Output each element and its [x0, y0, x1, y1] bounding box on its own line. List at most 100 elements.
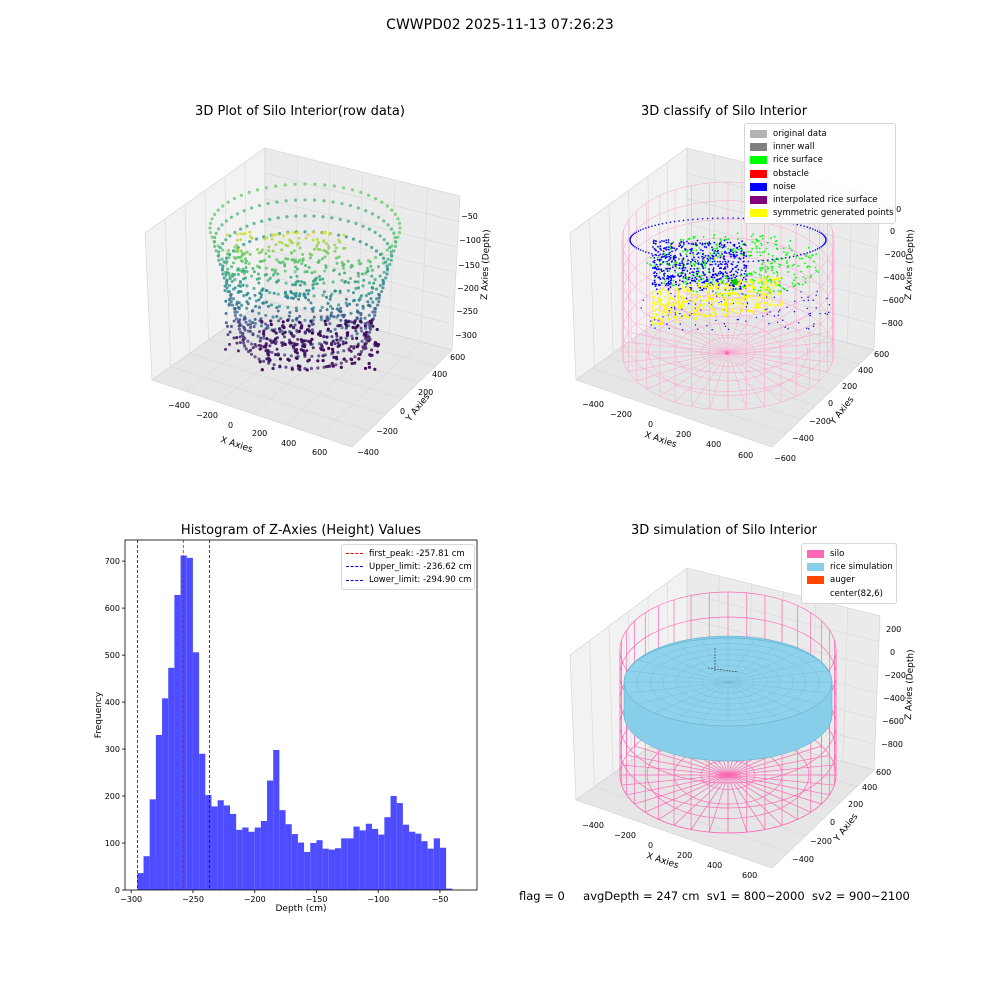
point — [338, 289, 342, 293]
point — [716, 250, 719, 253]
point — [702, 235, 705, 238]
point — [248, 252, 252, 256]
point — [748, 272, 751, 275]
p2-z-tick: −800 — [881, 319, 903, 328]
point — [293, 283, 297, 287]
legend-item: inner wall — [750, 140, 890, 153]
point — [767, 253, 770, 256]
point — [772, 286, 775, 289]
point — [779, 285, 782, 288]
point — [221, 248, 225, 252]
legend-swatch — [750, 196, 767, 205]
point — [393, 212, 397, 217]
grid-line — [686, 593, 880, 642]
point — [384, 276, 388, 280]
point — [376, 215, 381, 219]
p4-z-tick: 200 — [886, 625, 901, 634]
point — [293, 260, 297, 264]
point — [385, 248, 389, 252]
p4-x-tick: 0 — [648, 841, 653, 850]
point — [724, 274, 727, 277]
point — [311, 238, 315, 242]
point — [277, 304, 282, 308]
point — [692, 251, 694, 254]
point — [681, 260, 684, 263]
point — [738, 257, 741, 260]
p1-y-tick: −200 — [376, 427, 398, 436]
histogram-bar — [199, 753, 206, 890]
point — [741, 293, 743, 295]
point — [759, 269, 762, 272]
point — [731, 249, 734, 252]
point — [762, 285, 765, 289]
point — [726, 263, 729, 266]
point — [345, 331, 349, 336]
point — [672, 264, 675, 266]
point — [355, 310, 359, 314]
point — [743, 254, 745, 257]
point — [309, 301, 313, 305]
point — [773, 235, 776, 238]
point — [319, 315, 323, 319]
point — [722, 272, 725, 275]
point — [768, 275, 771, 279]
point — [691, 258, 694, 261]
point — [243, 328, 247, 332]
point — [232, 336, 236, 340]
point — [213, 244, 217, 248]
point — [393, 244, 397, 248]
point — [761, 296, 764, 300]
point — [751, 311, 755, 314]
point — [226, 252, 230, 256]
point — [731, 277, 733, 280]
point — [344, 341, 348, 345]
point — [813, 323, 815, 325]
point — [657, 250, 660, 253]
point — [257, 298, 261, 302]
point — [751, 283, 754, 286]
point — [258, 260, 262, 264]
point — [665, 248, 667, 251]
point — [703, 245, 706, 248]
point — [288, 338, 292, 342]
point — [380, 289, 384, 294]
p2-z-tick: −400 — [883, 273, 905, 282]
point — [269, 303, 274, 307]
point — [805, 255, 807, 258]
point — [666, 274, 669, 277]
point — [716, 286, 719, 289]
point — [230, 303, 235, 307]
point — [355, 316, 359, 320]
point — [343, 271, 347, 275]
point — [221, 272, 225, 276]
point — [702, 267, 705, 270]
point — [688, 237, 691, 240]
point — [367, 330, 372, 334]
point — [727, 247, 730, 250]
histogram-bar — [415, 833, 422, 890]
p2-x-tick: −200 — [610, 410, 632, 419]
point — [239, 303, 244, 307]
point — [289, 289, 293, 293]
point — [724, 309, 727, 313]
point — [776, 321, 779, 323]
point — [720, 277, 722, 280]
point — [253, 355, 257, 359]
point — [680, 271, 683, 274]
point — [738, 299, 742, 302]
point — [226, 271, 230, 275]
point — [305, 349, 309, 353]
center-point — [726, 773, 730, 777]
point — [735, 270, 737, 273]
point — [382, 270, 386, 274]
point — [673, 299, 676, 302]
point — [729, 282, 732, 284]
point — [767, 296, 770, 299]
point — [704, 284, 708, 287]
point — [214, 249, 218, 253]
point — [788, 247, 791, 250]
point — [264, 313, 268, 318]
point — [349, 311, 353, 315]
point — [364, 209, 368, 213]
point — [681, 328, 684, 331]
